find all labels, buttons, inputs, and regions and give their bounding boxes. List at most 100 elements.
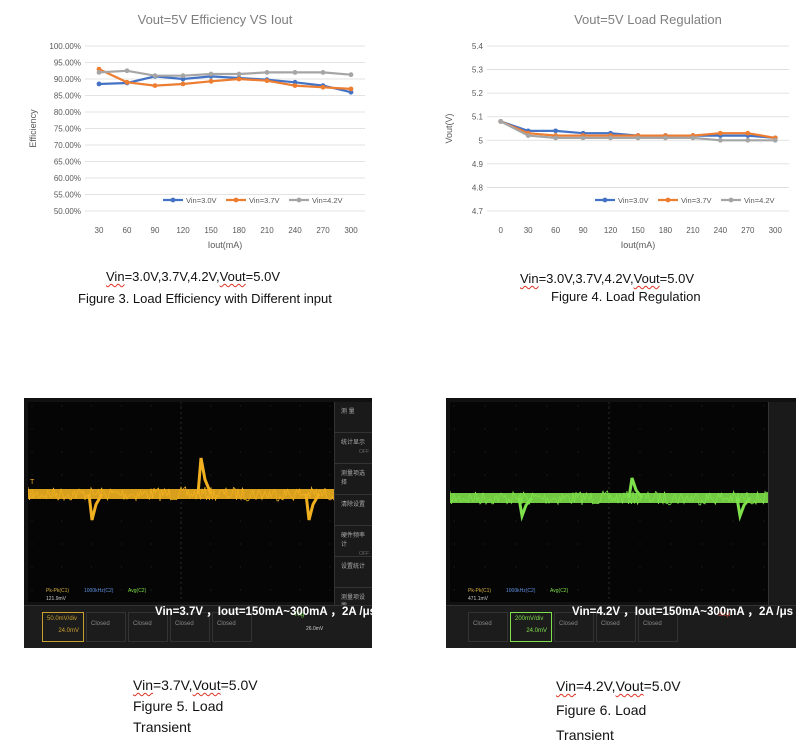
stop-label: Stop xyxy=(718,612,731,618)
channel-1-offset: 24.0mV xyxy=(58,628,79,634)
channel-2-box[interactable]: 200mV/div 24.0mV xyxy=(510,612,552,642)
grid-dot xyxy=(577,543,579,545)
grid-dot xyxy=(61,474,63,476)
legend-marker-0 xyxy=(170,197,176,203)
grid-dot xyxy=(240,543,242,545)
data-point xyxy=(635,135,641,141)
grid-dot xyxy=(608,405,610,407)
grid-dot xyxy=(120,405,122,407)
grid-dot xyxy=(701,543,703,545)
grid-dot xyxy=(120,520,122,522)
grid-dot xyxy=(701,566,703,568)
scope-menu-item[interactable]: 设置统计 xyxy=(335,557,372,588)
x-tick-label: 150 xyxy=(631,226,645,235)
scope-menu-item[interactable]: 测 量 xyxy=(335,402,372,433)
x-tick-label: 180 xyxy=(232,226,246,235)
grid-dot xyxy=(515,405,517,407)
grid-dot xyxy=(269,428,271,430)
data-point xyxy=(292,83,298,88)
grid-dot xyxy=(210,520,212,522)
grid-dot xyxy=(670,589,672,591)
grid-dot xyxy=(484,428,486,430)
channel-3-box[interactable]: Closed xyxy=(554,612,594,642)
grid-dot xyxy=(150,474,152,476)
grid-dot xyxy=(763,589,765,591)
grid-dot xyxy=(670,520,672,522)
channel-5-box[interactable]: Closed xyxy=(638,612,678,642)
grid-dot xyxy=(269,474,271,476)
grid-dot xyxy=(639,474,641,476)
grid-dot xyxy=(299,474,301,476)
x-tick-label: 270 xyxy=(316,226,330,235)
legend-entry-1: Vin=3.7V xyxy=(249,196,280,205)
trigger-marker: T xyxy=(30,479,35,486)
fig5-caption-line1: Figure 5. Load xyxy=(133,698,224,714)
grid-dot xyxy=(120,589,122,591)
grid-dot xyxy=(546,405,548,407)
grid-dot xyxy=(453,474,455,476)
channel-2-marker: 2 xyxy=(452,496,456,503)
grid-dot xyxy=(732,451,734,453)
scope-menu-item[interactable]: 硬件频率计 OFF xyxy=(335,526,372,557)
grid-dot xyxy=(670,451,672,453)
y-tick-label: 70.00% xyxy=(54,141,81,150)
y-axis-label: Vout(V) xyxy=(444,113,454,143)
grid-dot xyxy=(329,520,331,522)
grid-dot xyxy=(639,451,641,453)
grid-dot xyxy=(269,405,271,407)
y-tick-label: 5 xyxy=(479,136,484,145)
grid-dot xyxy=(61,566,63,568)
grid-dot xyxy=(453,589,455,591)
grid-dot xyxy=(150,428,152,430)
grid-dot xyxy=(91,474,93,476)
series-line-1 xyxy=(98,68,352,90)
grid-dot xyxy=(299,543,301,545)
grid-dot xyxy=(269,589,271,591)
data-point xyxy=(320,70,326,75)
grid-dot xyxy=(120,566,122,568)
x-axis-label: Iout(mA) xyxy=(208,240,243,250)
channel-2-box[interactable]: Closed xyxy=(86,612,126,642)
y-tick-label: 5.3 xyxy=(472,66,484,75)
grid-dot xyxy=(329,543,331,545)
data-point xyxy=(264,70,270,75)
grid-dot xyxy=(91,451,93,453)
channel-4-box[interactable]: Closed xyxy=(170,612,210,642)
legend-entry-0: Vin=3.0V xyxy=(618,196,649,205)
scope-bottom-bar: Closed 200mV/div 24.0mV Closed Closed Cl… xyxy=(446,605,796,648)
grid-dot xyxy=(120,428,122,430)
grid-dot xyxy=(732,405,734,407)
grid-dot xyxy=(639,543,641,545)
data-point xyxy=(152,73,158,79)
meas-value: 121.9mV xyxy=(46,596,67,602)
y-tick-label: 85.00% xyxy=(54,92,81,101)
channel-4-box[interactable]: Closed xyxy=(596,612,636,642)
data-point xyxy=(348,89,354,95)
scope-bottom-bar: 50.0mV/div 24.0mV Closed Closed Closed C… xyxy=(24,605,372,648)
grid-dot xyxy=(701,428,703,430)
channel-1-box[interactable]: 50.0mV/div 24.0mV xyxy=(42,612,84,642)
fig3-conditions: Vin=3.0V,3.7V,4.2V,Vout=5.0V xyxy=(106,269,281,284)
grid-dot xyxy=(453,428,455,430)
grid-dot xyxy=(577,566,579,568)
scope6-overlay-text: Vin=4.2V ，Iout=150mA~300mA ，2A /μs xyxy=(572,606,794,618)
channel-1-box[interactable]: Closed xyxy=(468,612,508,642)
data-point xyxy=(525,133,531,138)
scope-menu-item[interactable]: 统计显示 OFF xyxy=(335,433,372,464)
scope-menu-item[interactable]: 测量项选择 xyxy=(335,464,372,495)
grid-dot xyxy=(91,428,93,430)
grid-dot xyxy=(763,520,765,522)
data-point xyxy=(96,81,102,87)
y-tick-label: 95.00% xyxy=(54,59,81,68)
channel-3-box[interactable]: Closed xyxy=(128,612,168,642)
data-point xyxy=(348,86,354,92)
grid-dot xyxy=(91,589,93,591)
scope-menu-item-state: OFF xyxy=(359,551,369,557)
scope-menu-item[interactable]: 清除设置 xyxy=(335,495,372,526)
data-point xyxy=(208,71,214,77)
y-tick-label: 55.00% xyxy=(54,191,81,200)
channel-2-offset: 24.0mV xyxy=(526,628,547,634)
channel-5-box[interactable]: Closed xyxy=(212,612,252,642)
grid-dot xyxy=(91,566,93,568)
y-axis-label: Efficiency xyxy=(28,109,38,148)
